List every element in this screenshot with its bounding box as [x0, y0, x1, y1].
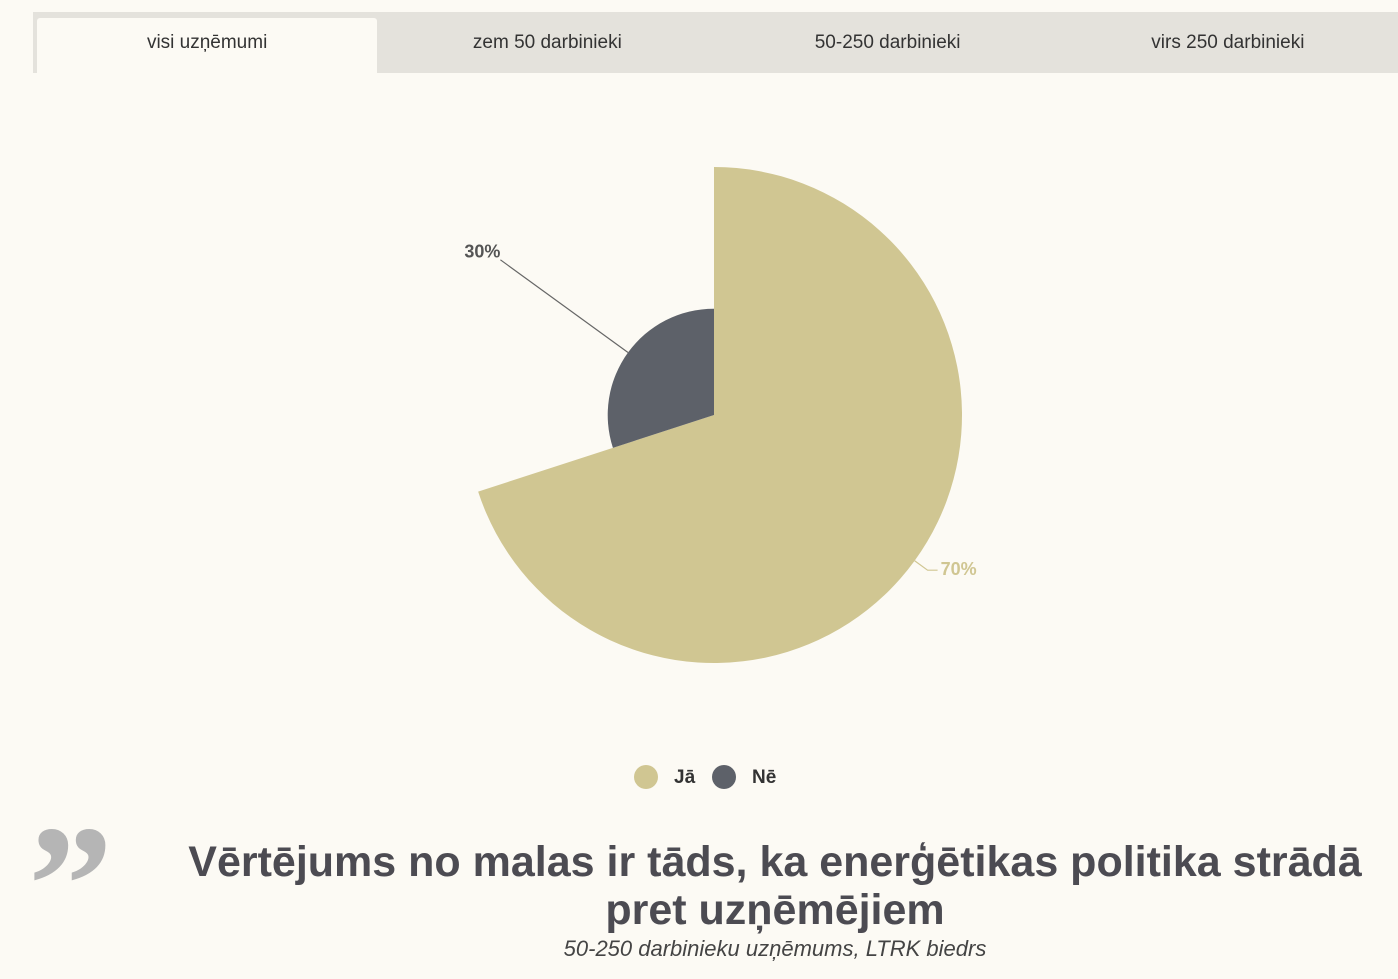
pie-slice — [607, 308, 714, 448]
quote-text: Vērtējums no malas ir tāds, ka enerģētik… — [188, 838, 1362, 934]
quote-attribution: 50-250 darbinieku uzņēmums, LTRK biedrs — [563, 936, 987, 961]
tab[interactable]: zem 50 darbinieki — [472, 31, 622, 53]
label-connector — [914, 560, 938, 571]
tab[interactable]: 50-250 darbinieki — [814, 31, 961, 53]
data-label: 30% — [464, 242, 500, 262]
legend-swatch — [712, 765, 736, 789]
tab[interactable]: visi uzņēmumi — [37, 18, 378, 73]
pie-slice — [478, 167, 962, 663]
data-label: 70% — [941, 559, 977, 579]
chart: 70% 30% Jā Nē — [464, 167, 977, 789]
legend-label: Nē — [752, 767, 776, 788]
quote-mark: ” — [28, 791, 113, 979]
legend-swatch — [634, 765, 658, 789]
legend-label: Jā — [674, 767, 696, 788]
label-connector — [500, 259, 629, 354]
tab-bar: visi uzņēmumi zem 50 darbinieki 50-250 d… — [33, 12, 1398, 73]
tab[interactable]: virs 250 darbinieki — [1151, 31, 1305, 53]
